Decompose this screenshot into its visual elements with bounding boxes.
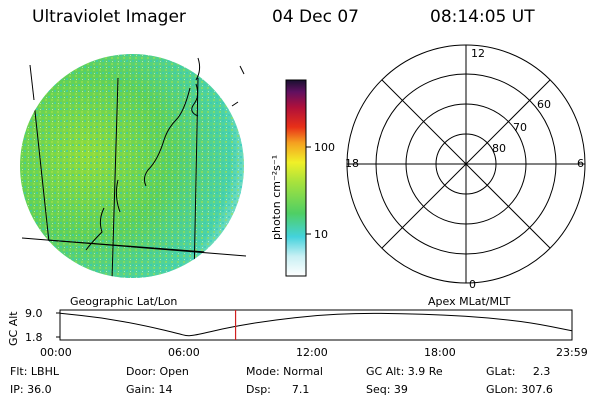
time-tick: 12:00 [296,346,328,359]
coastline [191,83,199,117]
date-label: 04 Dec 07 [272,7,359,27]
ip-readout: IP: 36.0 [10,383,52,396]
altitude-plot [56,309,573,341]
time-label: 08:14:05 UT [430,7,535,27]
colorbar-tick-10: 10 [314,228,328,241]
mode-readout: Mode: Normal [246,365,323,378]
coastline [85,207,105,251]
time-tick: 06:00 [168,346,200,359]
glon-readout: GLon: 307.6 [486,383,553,396]
mlat-label-60: 60 [537,98,551,111]
dsp-readout: Dsp: 7.1 [246,383,310,396]
longitude-line [111,77,119,278]
time-tick: 00:00 [40,346,72,359]
earth-image [20,54,247,278]
time-tick: 23:59 [556,346,588,359]
mlt-label-18: 18 [345,157,359,170]
mlat-label-70: 70 [513,121,527,134]
colorbar-unit-label: photon cm⁻²s⁻¹ [270,154,283,240]
glat-readout: GLat: 2.3 [486,365,551,378]
longitude-line [193,77,199,278]
door-readout: Door: Open [126,365,189,378]
gc-alt-readout: GC Alt: 3.9 Re [366,365,443,378]
seq-readout: Seq: 39 [366,383,408,396]
time-tick: 18:00 [424,346,456,359]
gc-alt-axis-label: GC Alt [7,311,20,346]
filter-readout: Flt: LBHL [10,365,59,378]
colorbar-tick-100: 100 [314,141,335,154]
alt-tick-low: 1.8 [25,331,43,344]
mlt-label-12: 12 [471,47,485,60]
coastline [115,179,121,213]
alt-tick-high: 9.0 [25,307,43,320]
mlat-label-80: 80 [492,142,506,155]
colorbar [285,79,311,277]
geographic-panel-label: Geographic Lat/Lon [70,295,178,308]
mlt-label-6: 6 [577,157,584,170]
polar-grid [346,44,586,284]
orbit-altitude-curve [59,312,572,337]
gain-readout: Gain: 14 [126,383,173,396]
coastline [143,87,191,187]
apex-panel-label: Apex MLat/MLT [428,295,511,308]
instrument-title: Ultraviolet Imager [32,7,186,27]
mlt-label-0: 0 [469,278,476,291]
